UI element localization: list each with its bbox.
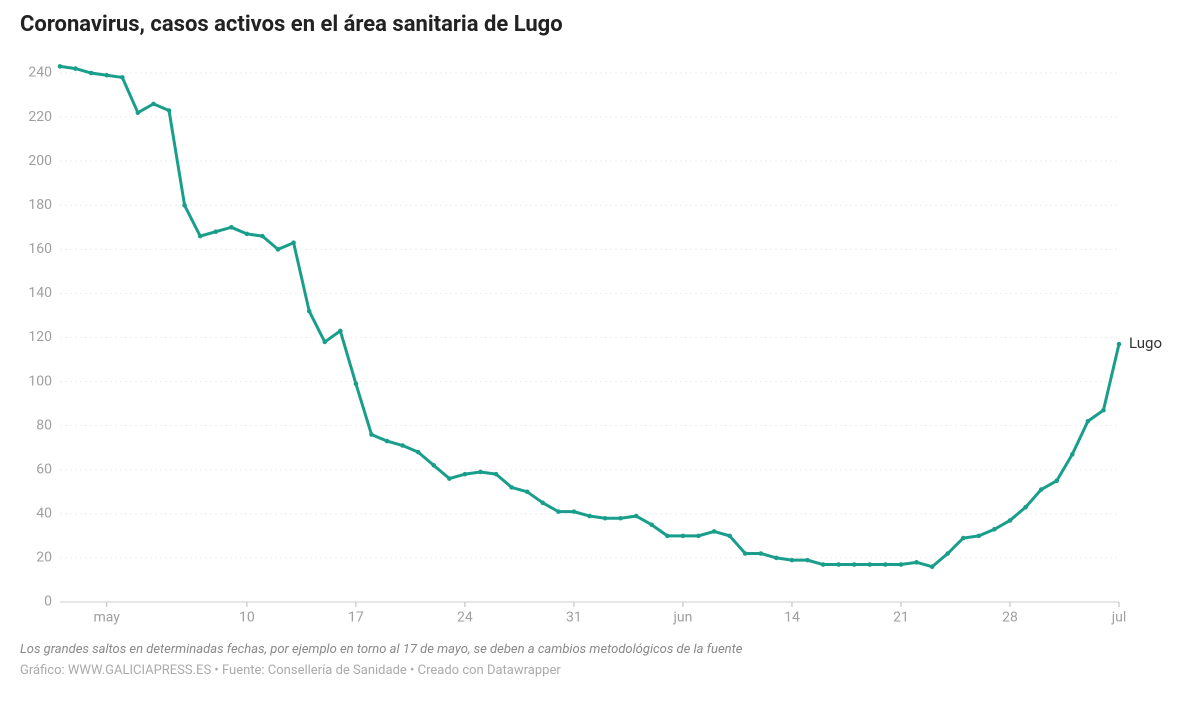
data-point [322,340,327,345]
data-point [151,102,156,107]
data-point [307,309,312,314]
data-point [447,476,452,481]
data-point [104,73,109,78]
x-tick-label: 10 [239,610,255,626]
y-tick-label: 100 [28,373,52,389]
data-point [1086,419,1091,424]
data-point [540,501,545,506]
data-point [1070,452,1075,457]
data-point [836,562,841,567]
data-point [509,485,514,490]
data-point [759,551,764,556]
y-tick-label: 220 [28,109,52,125]
x-tick-label: 24 [457,610,473,626]
chart-note: Los grandes saltos en determinadas fecha… [20,642,1179,657]
data-point [73,66,78,71]
data-point [868,562,873,567]
data-point [634,514,639,519]
data-point [572,509,577,514]
data-point [556,509,561,514]
data-point [494,472,499,477]
x-tick-label: jul [1111,610,1126,626]
y-tick-label: 180 [28,197,52,213]
data-point [478,470,483,475]
data-point [1117,342,1122,347]
y-tick-label: 60 [36,461,52,477]
data-point [354,381,359,386]
data-point [89,71,94,76]
y-tick-label: 160 [28,241,52,257]
data-point [229,225,234,230]
data-point [260,234,265,239]
data-point [167,108,172,113]
y-tick-label: 200 [28,153,52,169]
data-point [385,439,390,444]
x-tick-label: 14 [784,610,800,626]
x-tick-label: may [94,610,121,626]
y-tick-label: 240 [28,65,52,81]
data-point [712,529,717,534]
data-point [245,232,250,237]
data-point [400,443,405,448]
data-point [58,64,63,69]
data-point [914,560,919,565]
data-point [618,516,623,521]
data-point [1039,487,1044,492]
data-point [961,536,966,541]
data-point [930,564,935,569]
data-point [463,472,468,477]
x-tick-label: 31 [566,610,582,626]
data-point [945,551,950,556]
data-point [696,534,701,539]
data-point [1054,478,1059,483]
data-point [665,534,670,539]
data-point [790,558,795,563]
data-point [416,450,421,455]
data-point [182,203,187,208]
data-point [821,562,826,567]
x-tick-label: 17 [348,610,364,626]
data-point [603,516,608,521]
data-point [1008,518,1013,523]
x-tick-label: 21 [893,610,909,626]
data-point [1101,408,1106,413]
data-point [899,562,904,567]
series-line [60,66,1119,566]
data-point [774,556,779,561]
chart-area: 0 20 40 60 80 100 120 140 160 180 200 220 240 may 10 17… [20,57,1179,632]
data-point [525,489,530,494]
data-point [431,463,436,468]
x-tick-label: 28 [1002,610,1018,626]
data-point [681,534,686,539]
data-point [852,562,857,567]
data-point [977,534,982,539]
data-point [883,562,888,567]
data-point [587,514,592,519]
line-chart: 0 20 40 60 80 100 120 140 160 180 200 220 240 may 10 17… [20,57,1179,632]
data-point [369,432,374,437]
y-tick-label: 0 [44,594,52,610]
y-tick-label: 40 [36,506,52,522]
data-point [276,247,281,252]
data-point [213,229,218,234]
data-point [743,551,748,556]
data-point [992,527,997,532]
chart-title: Coronavirus, casos activos en el área sa… [20,12,1179,37]
data-point [727,534,732,539]
y-tick-label: 140 [28,285,52,301]
data-point [649,523,654,528]
y-tick-label: 80 [36,417,52,433]
data-point [120,75,125,80]
y-tick-label: 120 [28,329,52,345]
series-label: Lugo [1129,334,1162,352]
data-point [136,110,141,115]
data-point [338,329,343,334]
data-point [291,240,296,245]
data-point [1023,505,1028,510]
x-tick-label: jun [673,610,693,626]
data-point [805,558,810,563]
y-tick-label: 20 [36,550,52,566]
data-point [198,234,203,239]
chart-credits: Gráfico: WWW.GALICIAPRESS.ES • Fuente: C… [20,663,1179,678]
